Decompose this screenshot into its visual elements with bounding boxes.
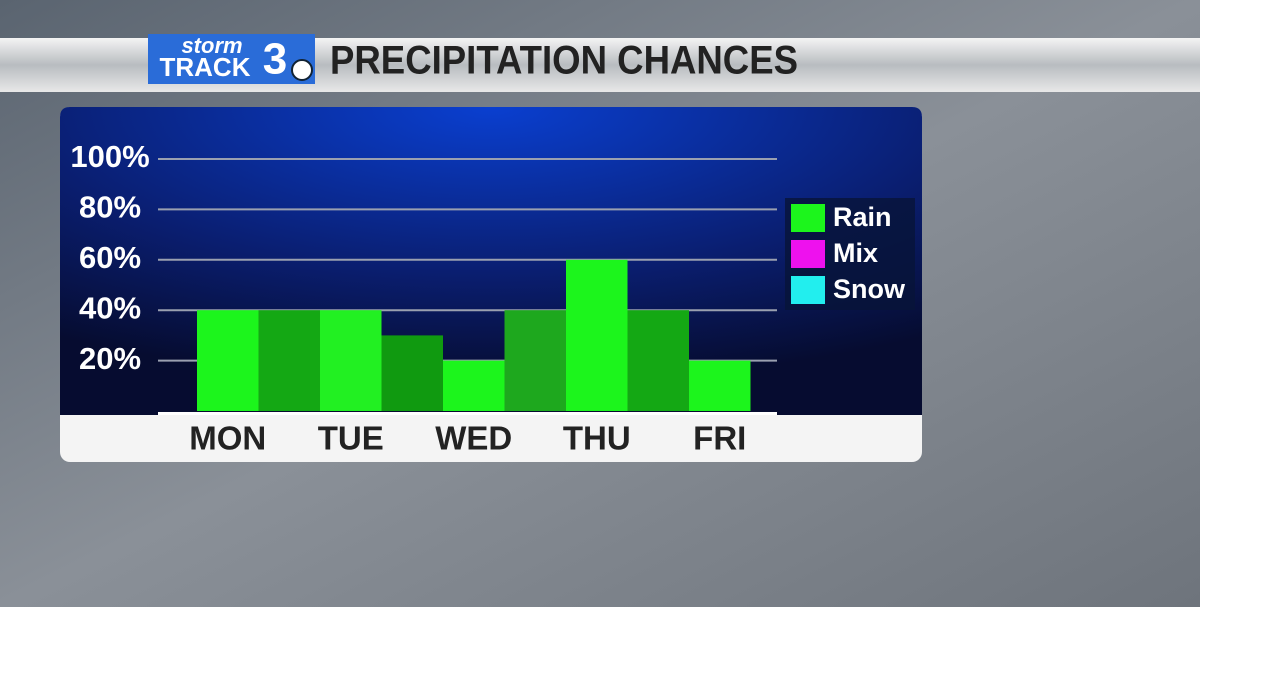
logo-top: storm: [181, 33, 242, 58]
legend-label: Rain: [833, 202, 892, 232]
logo-number: 3: [263, 35, 287, 84]
y-tick-label: 80%: [79, 190, 141, 225]
logo-bottom: TRACK: [160, 52, 251, 82]
logo-box: [148, 34, 315, 84]
legend-swatch: [791, 276, 825, 304]
legend-label: Snow: [833, 274, 906, 304]
bar: [320, 310, 382, 411]
chart-title: PRECIPITATION CHANCES: [330, 39, 798, 83]
bar: [443, 360, 505, 411]
baseline: [158, 412, 777, 415]
legend-swatch: [791, 204, 825, 232]
y-tick-label: 40%: [79, 290, 141, 325]
x-tick-label: FRI: [693, 420, 746, 457]
bar: [504, 310, 566, 411]
bar: [258, 310, 320, 411]
x-tick-label: TUE: [318, 420, 384, 457]
y-tick-label: 100%: [70, 139, 149, 174]
legend-swatch: [791, 240, 825, 268]
bar: [689, 360, 751, 411]
bar: [381, 335, 443, 411]
logo-eye: [291, 59, 313, 81]
x-tick-label: THU: [563, 420, 631, 457]
bar: [566, 259, 628, 411]
y-tick-label: 60%: [79, 240, 141, 275]
bar: [197, 310, 259, 411]
legend-label: Mix: [833, 238, 878, 268]
x-tick-label: WED: [435, 420, 512, 457]
y-tick-label: 20%: [79, 341, 141, 376]
x-tick-label: MON: [189, 420, 266, 457]
bar: [627, 310, 689, 411]
